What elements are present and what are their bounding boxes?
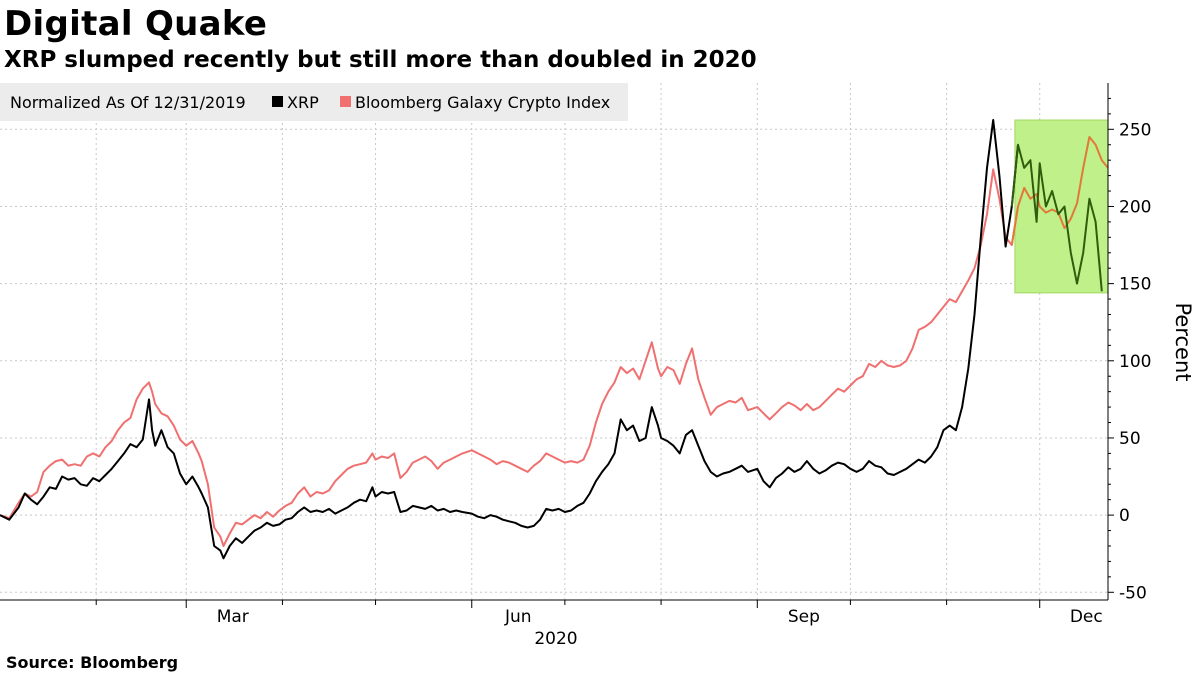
axes: -50 0 50 100 150 200 250 Mar Jun Sep Dec	[0, 83, 1151, 627]
legend-label: Normalized As Of 12/31/2019	[10, 93, 246, 112]
legend-background	[0, 83, 628, 121]
legend-swatch-galaxy-index	[340, 96, 351, 107]
y-tick-label: 250	[1119, 120, 1151, 140]
series-line-highlighted-0	[1010, 143, 1103, 292]
x-tick-label: Sep	[788, 607, 820, 627]
y-tick-label: 150	[1119, 275, 1151, 295]
legend-entry-galaxy-index: Bloomberg Galaxy Crypto Index	[355, 93, 610, 112]
series-line-1	[0, 168, 1019, 547]
highlight-box	[1014, 119, 1109, 294]
chart-title: Digital Quake	[4, 4, 268, 44]
highlight-region	[1014, 119, 1109, 294]
series-lines	[0, 119, 1109, 560]
y-tick-label: 100	[1119, 352, 1151, 372]
y-tick-label: 0	[1119, 506, 1130, 526]
y-tick-label: 200	[1119, 197, 1151, 217]
x-axis-year-label: 2020	[534, 629, 577, 649]
legend-entry-xrp: XRP	[287, 93, 319, 112]
y-tick-label: -50	[1119, 583, 1147, 603]
source-note: Source: Bloomberg	[6, 653, 179, 672]
grid	[0, 83, 1108, 600]
legend-swatch-xrp	[272, 96, 283, 107]
x-tick-label: Mar	[217, 607, 249, 627]
legend: Normalized As Of 12/31/2019 XRP Bloomber…	[0, 83, 628, 121]
x-tick-label: Jun	[504, 607, 532, 627]
chart-subtitle: XRP slumped recently but still more than…	[4, 47, 757, 73]
x-tick-label: Dec	[1070, 607, 1103, 627]
y-tick-label: 50	[1119, 429, 1141, 449]
series-line-0	[0, 119, 1019, 560]
y-axis-label: Percent	[1171, 302, 1195, 381]
